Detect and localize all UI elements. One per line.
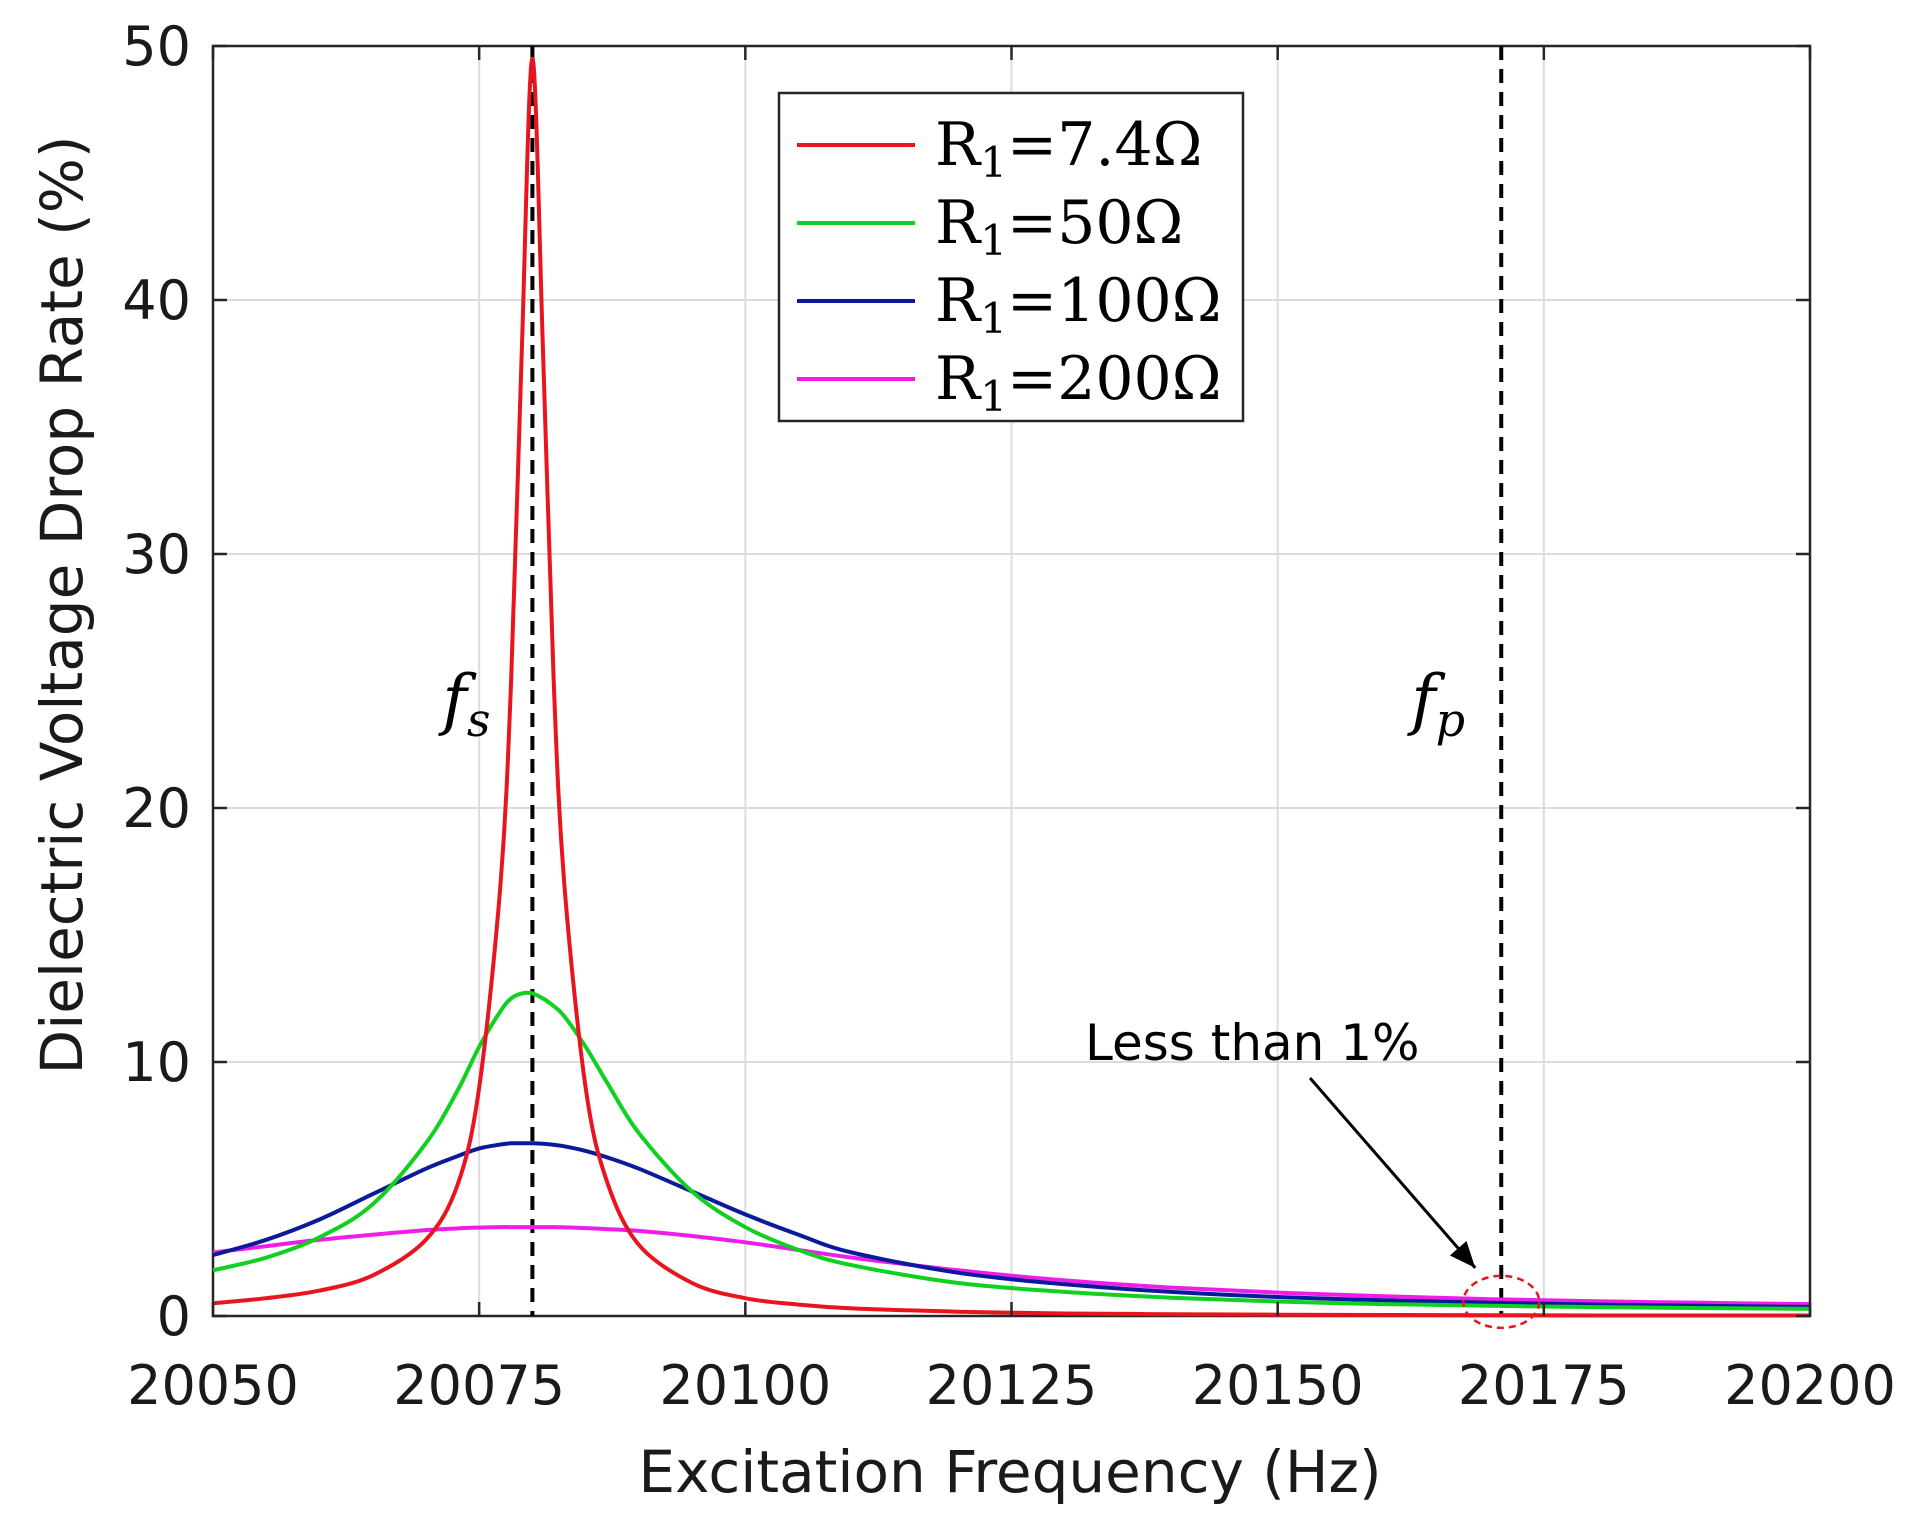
y-tick-label: 40 [122,269,191,332]
x-tick-label: 20150 [1192,1354,1364,1417]
y-tick-label: 20 [122,777,191,840]
x-tick-label: 20125 [926,1354,1098,1417]
annotation-highlight-ellipse [1461,1274,1541,1330]
y-axis-label: Dielectric Voltage Drop Rate (%) [28,136,96,1075]
legend-label-4: R1=200Ω [935,344,1221,421]
x-tick-label: 20075 [393,1354,565,1417]
x-tick-label: 20200 [1724,1354,1896,1417]
legend-label-3: R1=100Ω [935,266,1221,343]
x-axis-label: Excitation Frequency (Hz) [638,1438,1381,1506]
y-tick-label: 0 [157,1285,191,1348]
reference-lines [530,46,1504,1316]
x-axis-ticks: 20050 20075 20100 20125 20150 20175 20200 [127,46,1896,1417]
series-line-3 [212,1141,1811,1309]
y-tick-label: 30 [122,523,191,586]
y-tick-label: 10 [122,1031,191,1094]
annotation-text: Less than 1% [1085,1014,1420,1072]
x-tick-label: 20050 [127,1354,299,1417]
annotation-arrow-head [1449,1241,1476,1268]
legend-label-2: R1=50Ω [935,188,1183,265]
annotation: Less than 1% [1085,1014,1541,1330]
annotation-arrow-line [1308,1077,1477,1269]
y-axis-ticks: 0 10 20 30 40 50 [122,15,1810,1348]
series-line-4 [212,1225,1811,1307]
x-tick-label: 20175 [1458,1354,1630,1417]
x-tick-label: 20100 [659,1354,831,1417]
series-line-2 [212,990,1811,1311]
y-tick-label: 50 [122,15,191,78]
legend-box [777,91,1245,423]
legend-label-1: R1=7.4Ω [935,110,1202,187]
